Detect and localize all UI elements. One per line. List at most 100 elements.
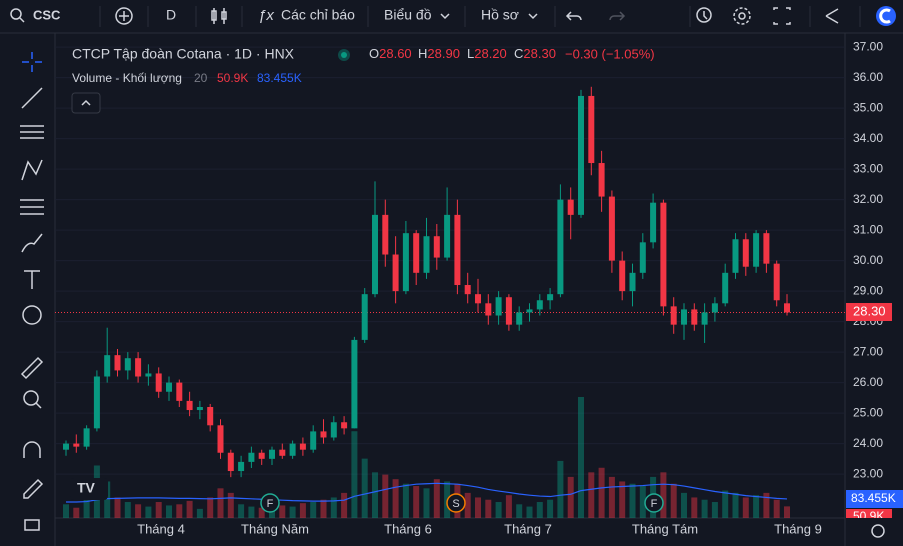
candle-body [392,254,399,292]
volume-bar [258,507,265,518]
volume-bar [722,490,729,518]
chart-type-icon[interactable] [211,8,227,24]
candle-body [588,95,595,164]
volume-bar [382,474,389,518]
candle-body [475,294,481,304]
alert-icon [703,11,708,20]
candle-body [269,449,275,459]
candle-body [547,294,554,301]
candle-body [83,428,90,447]
volume-bar [588,472,595,518]
y-tick-label: 36.00 [853,70,883,84]
candle-body [114,355,121,371]
prediction-tool[interactable] [20,199,44,215]
profile-button[interactable]: Hồ sơ [481,7,519,23]
volume-bar [73,507,80,518]
volume-bar [402,483,409,518]
last-price-label: 28.30 [853,303,886,318]
candle-body [557,199,564,295]
emoji-tool[interactable] [22,305,42,325]
share-icon[interactable] [825,8,839,24]
lock-tool[interactable] [24,519,40,531]
interval[interactable]: D [166,7,176,23]
candle-body [536,300,543,310]
candle-body [701,312,708,325]
x-tick-label: Tháng 9 [774,521,822,536]
ruler-tool[interactable] [20,356,44,380]
pattern-tool[interactable] [21,159,43,181]
volume-bar [753,495,760,518]
settings-icon[interactable] [871,524,885,538]
collapse-button[interactable] [71,92,101,114]
ohlc-close: C28.30 [514,46,556,61]
settings-icon[interactable] [738,12,746,20]
candle-body [217,425,224,453]
volume-legend-value: 50.9K [217,71,248,85]
chart-area [55,46,845,518]
x-tick-label: Tháng 7 [504,521,552,536]
change: −0.30 (−1.05%) [565,46,655,61]
x-tick-label: Tháng Tám [632,521,698,536]
magnet-tool[interactable] [23,441,41,458]
volume-bar [464,492,471,518]
candle-body [670,306,677,325]
event-label: F [651,498,658,510]
candle-body [464,285,471,295]
event-marker[interactable] [644,493,664,513]
x-tick-label: Tháng Năm [241,521,309,536]
y-tick-label: 26.00 [853,375,883,389]
crosshair-tool[interactable] [22,52,42,72]
volume-bar [784,506,790,518]
search-icon[interactable] [10,8,22,20]
y-tick-label: 33.00 [853,161,883,175]
event-marker[interactable] [446,493,466,513]
volume-bar [227,492,234,518]
x-tick-label: Tháng 4 [137,521,185,536]
chart-button[interactable]: Biểu đồ [384,7,432,23]
candle-body [402,233,409,292]
fullscreen-icon[interactable] [773,7,791,25]
volume-bar [207,497,214,518]
volume-bar [475,497,481,518]
candle-body [691,309,698,325]
brush-tool[interactable] [21,233,43,253]
y-tick-label: 29.00 [853,283,883,297]
event-marker[interactable] [260,493,280,513]
lock-drawings-tool[interactable] [23,478,44,499]
symbol[interactable]: CSC [33,7,61,22]
zoom-tool[interactable] [23,390,39,406]
logo [879,8,891,24]
indicators-button[interactable]: Các chỉ báo [281,7,355,23]
candle-body [650,202,657,243]
candle-body [299,443,306,450]
volume-bar [124,502,131,518]
volume-bar [516,504,523,518]
volume-bar [351,431,358,518]
candle-body [681,309,687,325]
add-symbol-icon[interactable] [115,7,133,25]
volume-bar [104,481,111,518]
text-tool[interactable] [24,270,40,289]
chevron [528,13,538,20]
undo-icon[interactable] [565,11,582,21]
volume-bar [289,506,296,518]
candle-body [619,260,626,292]
last-price-box [846,303,892,321]
volume-bar [495,502,502,518]
candle-body [372,214,378,295]
volume-bar [330,497,337,518]
volume-legend-length: 20 [194,71,208,85]
fx-icon[interactable]: ƒx [258,7,274,24]
alert-icon[interactable] [696,7,712,23]
candle-body [330,422,337,438]
volume-bar [269,508,275,518]
candle-body [485,303,492,316]
volume-bar [485,499,492,518]
candle-body [526,309,533,313]
fib-tool[interactable] [20,125,44,139]
candle-body [207,406,214,426]
trend-line-tool[interactable] [21,87,43,109]
volume-bar [629,483,636,518]
